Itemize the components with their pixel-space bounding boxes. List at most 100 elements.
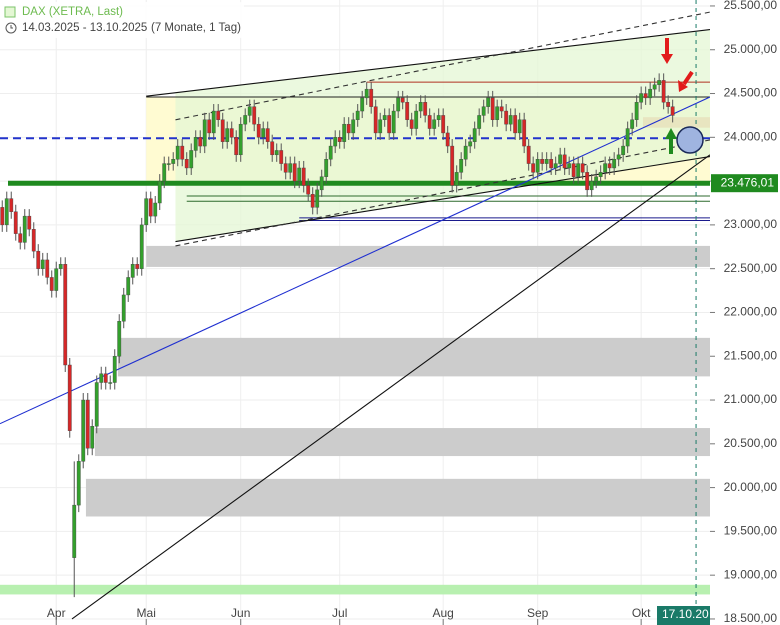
candle-body (153, 202, 158, 217)
candle-body (45, 259, 50, 278)
candle-body (517, 119, 522, 134)
candle-body (13, 211, 18, 234)
axis-background (711, 0, 780, 625)
candle-body (139, 224, 144, 269)
candle-body (607, 163, 612, 169)
candle-body (238, 123, 243, 156)
candle-body (261, 128, 266, 138)
candle-body (85, 399, 90, 449)
candle-body (621, 145, 626, 156)
candle-body (40, 259, 45, 269)
candle-body (18, 233, 23, 243)
candle-body (585, 172, 590, 191)
candle-body (499, 106, 504, 112)
candle-body (63, 264, 68, 366)
x-tick-label: Jun (231, 606, 250, 620)
zone (146, 245, 710, 267)
candle-body (400, 97, 405, 103)
candle-body (486, 97, 491, 107)
x-tick-label: Mai (137, 606, 156, 620)
subtitle: 14.03.2025 - 13.10.2025 (22, 22, 147, 34)
candle-body (184, 159, 189, 169)
y-tick-label: 22.000,00 (724, 305, 778, 319)
candle-body (144, 198, 149, 226)
candle-body (162, 163, 167, 182)
y-tick-label: 23.000,00 (724, 217, 778, 231)
legend-swatch (4, 6, 16, 18)
candle-body (531, 163, 536, 173)
candle-body (171, 159, 176, 164)
candle-body (472, 128, 477, 142)
candle-body (135, 264, 140, 269)
candle-body (252, 106, 257, 125)
candle-body (634, 102, 639, 120)
candle-body (589, 180, 594, 191)
arrow-head (678, 80, 688, 92)
clock-hand (10, 25, 13, 29)
candle-body (387, 115, 392, 134)
candle-body (477, 115, 482, 129)
candle-body (571, 163, 576, 177)
y-tick-label: 20.000,00 (724, 480, 778, 494)
candle-body (630, 119, 635, 129)
candle-body (369, 88, 374, 107)
candle-body (598, 172, 603, 177)
candle-body (666, 102, 671, 107)
candle-body (27, 215, 32, 230)
candle-body (225, 128, 230, 142)
candle-body (126, 277, 131, 296)
candle-body (549, 159, 554, 169)
candle-body (36, 250, 41, 269)
candle-body (274, 150, 279, 156)
cursor-label: 17.10.20 (662, 607, 709, 621)
candle-body (333, 137, 338, 147)
last-price-label: 23.476,01 (721, 175, 775, 189)
x-tick-label: Aug (433, 606, 454, 620)
candle-body (90, 426, 95, 449)
candle-body (324, 159, 329, 177)
candle-body (202, 119, 207, 147)
candle-body (54, 268, 59, 291)
candle-body (9, 198, 14, 212)
candle-body (526, 145, 531, 164)
candle-body (297, 167, 302, 182)
candle-body (207, 119, 212, 134)
clock-icon (5, 22, 17, 34)
candle-body (508, 115, 513, 125)
candle-body (216, 110, 221, 120)
candle-body (157, 180, 162, 204)
candle-body (198, 137, 203, 147)
y-tick-label: 24.500,00 (724, 86, 778, 100)
annotations (661, 38, 704, 154)
candle-body (648, 88, 653, 99)
zone (0, 584, 710, 595)
candle-body (342, 123, 347, 142)
y-tick-label: 25.000,00 (724, 42, 778, 56)
candle-body (409, 119, 414, 129)
candle-body (337, 137, 342, 142)
arrow-head (665, 128, 677, 139)
candle-body (319, 176, 324, 191)
candle-body (306, 185, 311, 195)
candle-body (643, 93, 648, 99)
candle-body (355, 110, 360, 120)
candle-body (148, 198, 153, 217)
candle-body (432, 119, 437, 129)
candle-body (544, 159, 549, 164)
candle-body (283, 163, 288, 173)
candle-body (0, 207, 5, 226)
candle-body (553, 163, 558, 169)
y-tick-label: 21.500,00 (724, 348, 778, 362)
candle-body (576, 163, 581, 177)
last-price-box (711, 174, 778, 193)
y-tick-label: 22.500,00 (724, 261, 778, 275)
candle-body (522, 119, 527, 147)
trendline (0, 96, 710, 425)
candle-body (234, 137, 239, 156)
candle-body (481, 106, 486, 116)
candle-body (612, 159, 617, 169)
y-tick-label: 24.000,00 (724, 129, 778, 143)
candle-body (463, 145, 468, 160)
candle-body (76, 461, 81, 506)
candle-body (490, 97, 495, 120)
